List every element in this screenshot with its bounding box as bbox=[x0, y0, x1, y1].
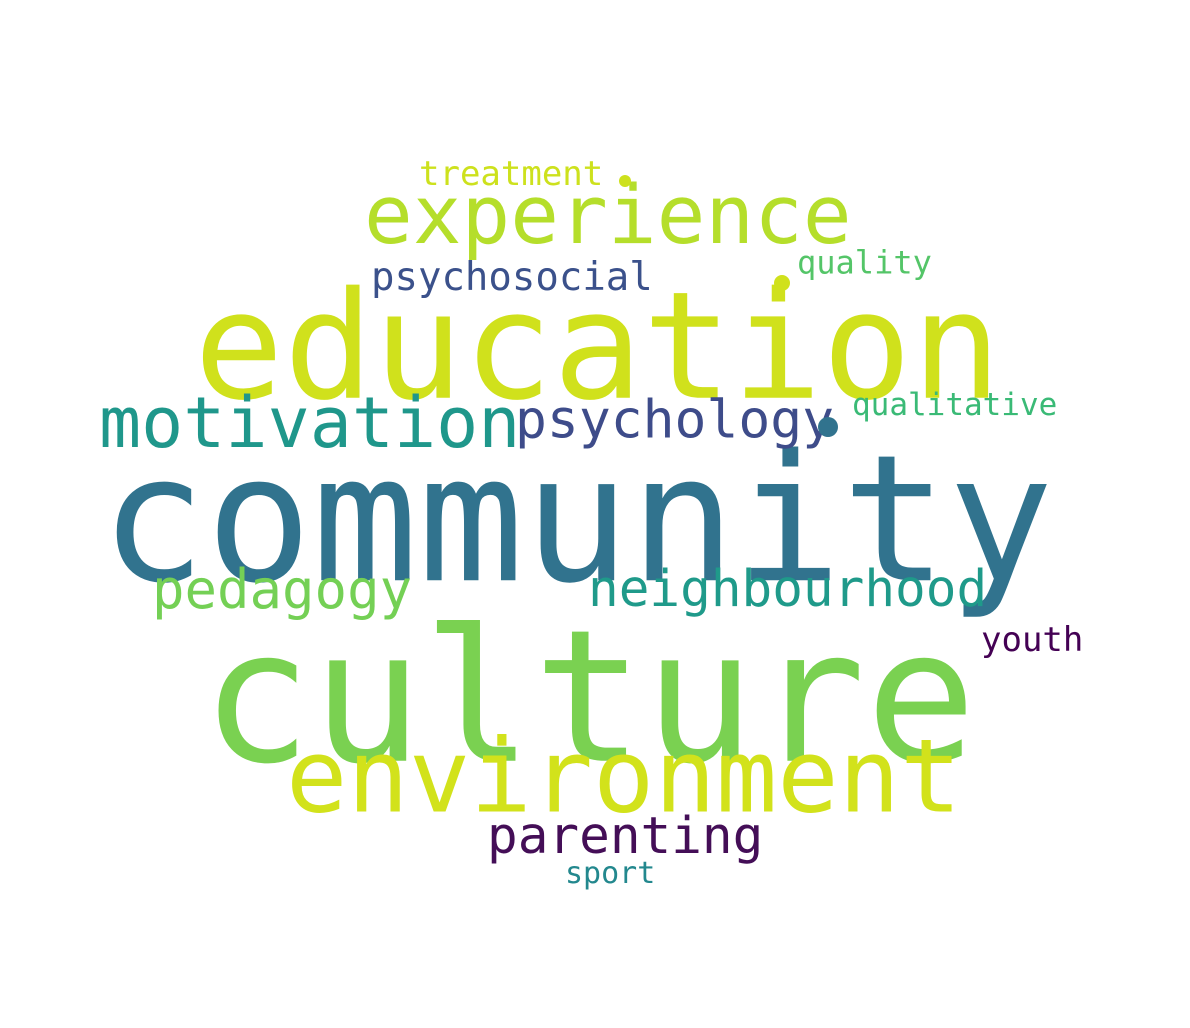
word-community: community bbox=[100, 417, 1054, 623]
word-psychology: psychology bbox=[515, 389, 835, 451]
word-education: education bbox=[194, 260, 1002, 434]
word-youth: youth bbox=[981, 619, 1084, 660]
word-motivation: motivation bbox=[99, 382, 521, 464]
word-experience: experience bbox=[364, 169, 852, 264]
word-quality: quality bbox=[797, 243, 932, 282]
dot-mark bbox=[818, 417, 838, 437]
dot-mark bbox=[774, 275, 790, 291]
word-parenting: parenting bbox=[487, 807, 764, 867]
word-psychosocial: psychosocial bbox=[371, 254, 653, 300]
word-environment: environment bbox=[286, 717, 962, 837]
word-neighbourhood: neighbourhood bbox=[588, 560, 988, 620]
word-pedagogy: pedagogy bbox=[152, 557, 413, 621]
word-treatment: treatment bbox=[419, 153, 604, 194]
word-qualitative: qualitative bbox=[852, 387, 1058, 424]
word-sport: sport bbox=[565, 856, 656, 891]
word-culture: culture bbox=[201, 590, 977, 805]
dot-mark bbox=[619, 175, 631, 187]
